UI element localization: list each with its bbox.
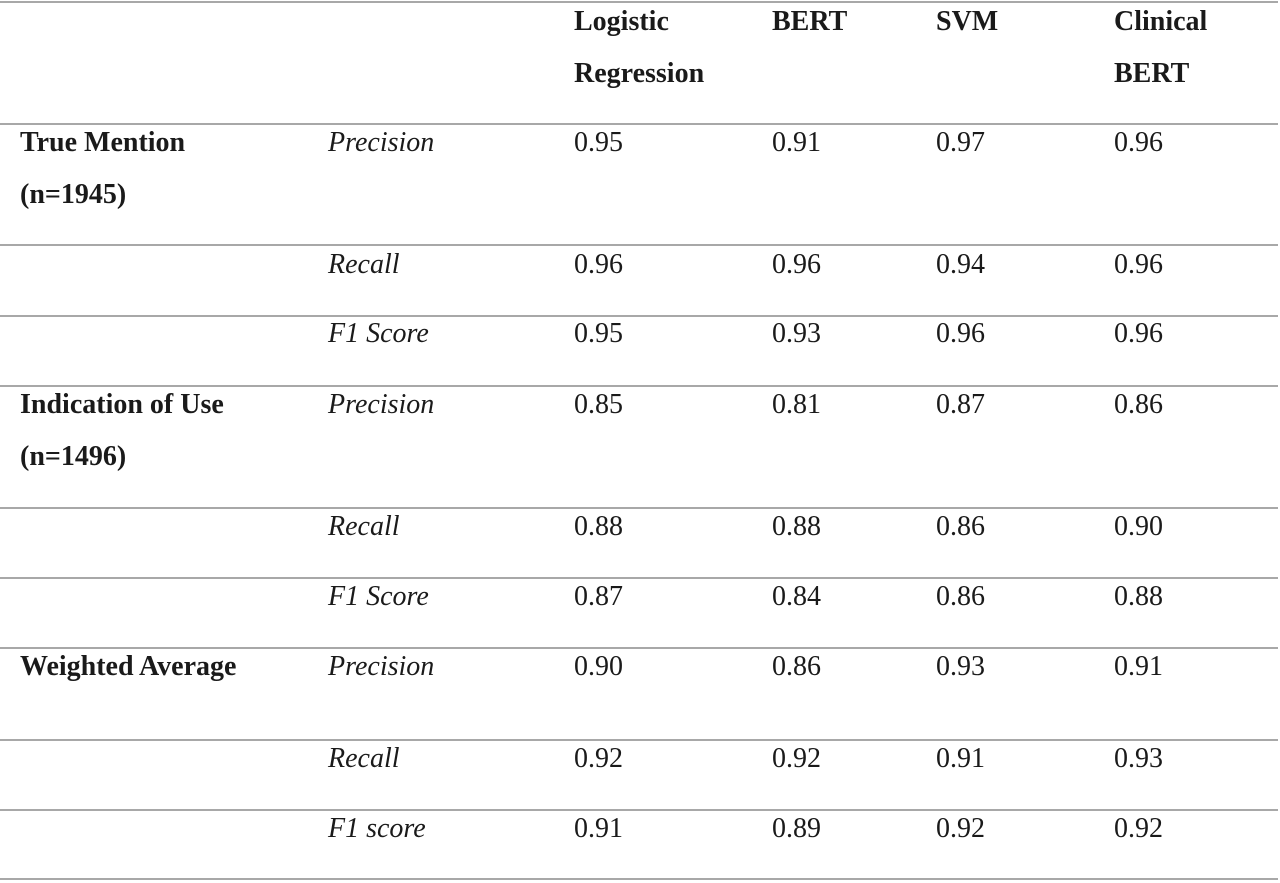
metric-label: Recall xyxy=(328,249,400,280)
rule xyxy=(0,507,1278,509)
header-line: Clinical xyxy=(1114,6,1208,37)
metric-label: Precision xyxy=(328,651,435,682)
group-label-true-mention: True Mention (n=1945) xyxy=(20,117,185,221)
value-cell: 0.90 xyxy=(1114,511,1163,542)
group-label-line: Weighted Average xyxy=(20,651,237,682)
header-line: Regression xyxy=(574,58,705,89)
value-cell: 0.94 xyxy=(936,249,985,280)
value-cell: 0.86 xyxy=(772,651,821,682)
value-cell: 0.87 xyxy=(574,581,623,612)
value-cell: 0.95 xyxy=(574,318,623,349)
value-cell: 0.96 xyxy=(1114,127,1163,158)
header-line: SVM xyxy=(936,6,999,37)
rule xyxy=(0,385,1278,387)
value-cell: 0.91 xyxy=(1114,651,1163,682)
value-cell: 0.86 xyxy=(936,511,985,542)
rule-header xyxy=(0,123,1278,125)
value-cell: 0.86 xyxy=(1114,389,1163,420)
value-cell: 0.91 xyxy=(936,743,985,774)
header-svm: SVM xyxy=(936,0,998,48)
value-cell: 0.91 xyxy=(574,813,623,844)
value-cell: 0.91 xyxy=(772,127,821,158)
value-cell: 0.96 xyxy=(574,249,623,280)
value-cell: 0.89 xyxy=(772,813,821,844)
group-label-line: True Mention xyxy=(20,127,186,158)
value-cell: 0.86 xyxy=(936,581,985,612)
group-label-line: (n=1496) xyxy=(20,441,127,472)
value-cell: 0.85 xyxy=(574,389,623,420)
rule xyxy=(0,739,1278,741)
value-cell: 0.93 xyxy=(936,651,985,682)
group-label-weighted-average: Weighted Average xyxy=(20,641,236,693)
value-cell: 0.92 xyxy=(574,743,623,774)
value-cell: 0.88 xyxy=(1114,581,1163,612)
value-cell: 0.95 xyxy=(574,127,623,158)
value-cell: 0.97 xyxy=(936,127,985,158)
value-cell: 0.93 xyxy=(772,318,821,349)
value-cell: 0.92 xyxy=(936,813,985,844)
metric-label: Precision xyxy=(328,127,435,158)
value-cell: 0.96 xyxy=(936,318,985,349)
value-cell: 0.96 xyxy=(1114,318,1163,349)
value-cell: 0.93 xyxy=(1114,743,1163,774)
value-cell: 0.84 xyxy=(772,581,821,612)
metric-label: F1 Score xyxy=(328,318,429,349)
metric-label: Recall xyxy=(328,743,400,774)
value-cell: 0.92 xyxy=(1114,813,1163,844)
value-cell: 0.88 xyxy=(574,511,623,542)
metric-label: F1 score xyxy=(328,813,426,844)
header-line: Logistic xyxy=(574,6,669,37)
header-line: BERT xyxy=(772,6,848,37)
value-cell: 0.88 xyxy=(772,511,821,542)
rule-bottom xyxy=(0,878,1278,880)
group-label-line: Indication of Use xyxy=(20,389,224,420)
metric-label: F1 Score xyxy=(328,581,429,612)
rule xyxy=(0,647,1278,649)
rule-top xyxy=(0,1,1278,3)
group-label-line: (n=1945) xyxy=(20,179,127,210)
header-bert: BERT xyxy=(772,0,847,48)
value-cell: 0.96 xyxy=(772,249,821,280)
value-cell: 0.87 xyxy=(936,389,985,420)
value-cell: 0.81 xyxy=(772,389,821,420)
value-cell: 0.96 xyxy=(1114,249,1163,280)
rule xyxy=(0,244,1278,246)
header-clinical-bert: Clinical BERT xyxy=(1114,0,1207,100)
rule xyxy=(0,315,1278,317)
header-logistic-regression: Logistic Regression xyxy=(574,0,704,100)
metric-label: Precision xyxy=(328,389,435,420)
group-label-indication-of-use: Indication of Use (n=1496) xyxy=(20,379,224,483)
value-cell: 0.92 xyxy=(772,743,821,774)
rule xyxy=(0,809,1278,811)
rule xyxy=(0,577,1278,579)
value-cell: 0.90 xyxy=(574,651,623,682)
header-line: BERT xyxy=(1114,58,1190,89)
metric-label: Recall xyxy=(328,511,400,542)
